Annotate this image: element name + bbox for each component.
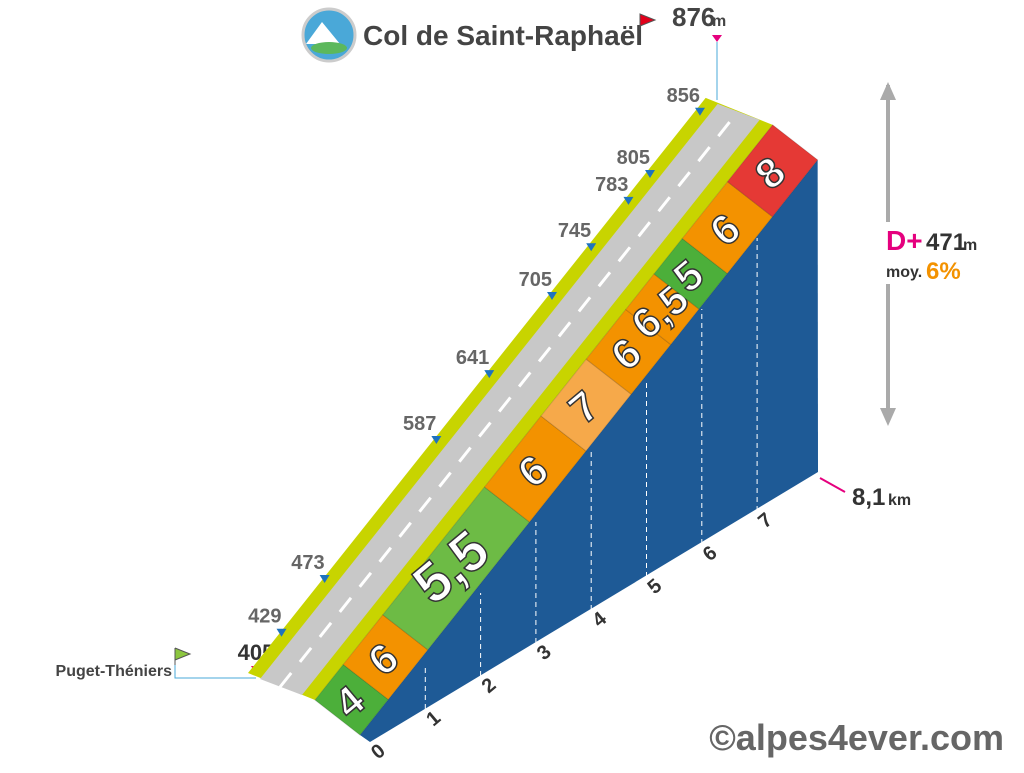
km-label: 7	[754, 509, 777, 533]
altitude-pointer	[319, 575, 330, 584]
start-name: Puget-Théniers	[56, 663, 173, 680]
start-leader	[174, 665, 256, 679]
altitude-marker: 856	[667, 85, 700, 107]
altitude-marker: 473	[291, 552, 324, 574]
copyright: ©alpes4ever.com	[709, 717, 1004, 758]
km-label: 5	[644, 575, 667, 599]
altitude-pointer	[645, 170, 655, 178]
altitude-marker: 783	[595, 174, 628, 196]
distance-tick	[819, 477, 846, 493]
start-flag	[174, 647, 192, 665]
distance-value: 8,1	[852, 484, 885, 511]
climb-label: D+	[886, 225, 923, 256]
summit-altitude: 876	[672, 2, 715, 32]
altitude-pointer	[547, 292, 557, 300]
summit-unit: m	[712, 13, 726, 30]
km-label: 3	[533, 641, 556, 665]
altitude-pointer	[623, 196, 634, 205]
climb-unit: m	[963, 237, 977, 254]
altitude-pointer	[484, 370, 495, 379]
summit-pointer	[712, 35, 722, 42]
altitude-pointer	[586, 243, 597, 252]
altitude-marker: 705	[519, 269, 552, 291]
altitude-marker: 429	[248, 606, 281, 628]
summary-bg	[872, 222, 982, 284]
altitude-marker: 745	[558, 220, 591, 242]
gradient-segment	[726, 124, 819, 218]
km-label: 2	[478, 674, 501, 698]
title: Col de Saint-Raphaël	[363, 20, 643, 51]
km-label: 1	[422, 707, 445, 731]
front-face	[360, 159, 818, 742]
summit-flag	[639, 13, 657, 30]
distance-unit: km	[888, 492, 911, 509]
km-label: 6	[699, 542, 722, 566]
logo-grass	[311, 42, 347, 54]
km-label: 4	[588, 607, 611, 632]
average-label: moy.	[886, 264, 922, 281]
average-value: 6%	[926, 258, 961, 285]
altitude-pointer	[431, 435, 442, 444]
altitude-pointer	[276, 628, 287, 637]
road-line	[278, 110, 739, 688]
km-label: 0	[367, 740, 390, 764]
logo-mountain	[306, 22, 340, 44]
climb-value: 471	[926, 229, 966, 256]
altitude-marker: 641	[456, 347, 489, 369]
altitude-marker: 805	[617, 147, 650, 169]
altitude-marker: 587	[403, 413, 436, 435]
altitude-pointer	[694, 107, 705, 116]
